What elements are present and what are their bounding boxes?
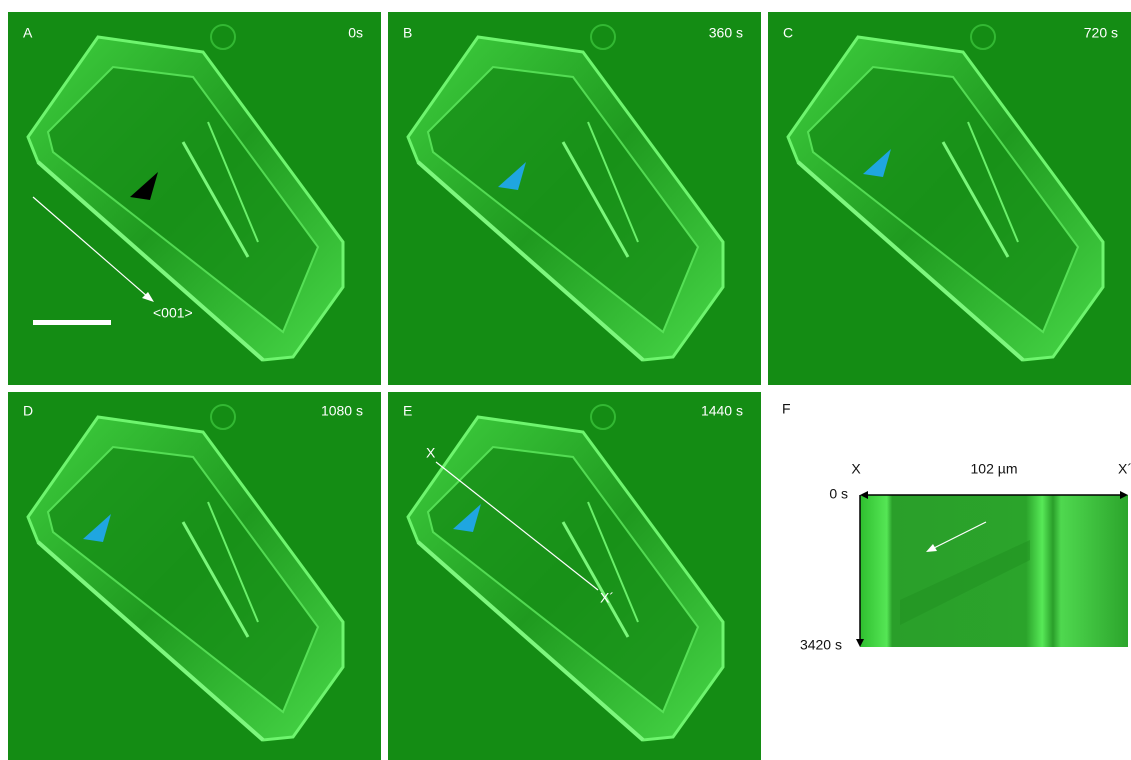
panel-label: D <box>23 403 33 419</box>
panel-a: <001> A 0s <box>8 12 381 385</box>
panel-b: B 360 s <box>388 12 761 385</box>
panel-label: B <box>403 25 412 41</box>
panel-label: C <box>783 25 793 41</box>
direction-label: <001> <box>153 305 193 321</box>
line-end: X´ <box>600 590 614 606</box>
end-time: 3420 s <box>800 637 842 653</box>
panel-label: A <box>23 25 33 41</box>
time-label: 1440 s <box>701 403 743 419</box>
time-label: 1080 s <box>321 403 363 419</box>
left-label: X <box>851 461 861 477</box>
right-label: X´ <box>1118 461 1131 477</box>
panel-label: E <box>403 403 412 419</box>
time-label: 0s <box>348 25 363 41</box>
width-label: 102 µm <box>971 461 1018 477</box>
figure: <001> A 0s B 360 s C 720 s D 1080 s X X´… <box>0 0 1131 760</box>
panel-c: C 720 s <box>768 12 1131 385</box>
start-time: 0 s <box>829 486 848 502</box>
time-label: 360 s <box>709 25 743 41</box>
scale-bar <box>33 320 111 325</box>
time-label: 720 s <box>1084 25 1118 41</box>
line-start: X <box>426 445 436 461</box>
panel-d: D 1080 s <box>8 392 381 760</box>
panel-e: X X´ E 1440 s <box>388 392 761 760</box>
panel-f: F X 102 µm X´ 0 s 3420 s <box>782 401 1131 653</box>
panel-label: F <box>782 401 791 417</box>
